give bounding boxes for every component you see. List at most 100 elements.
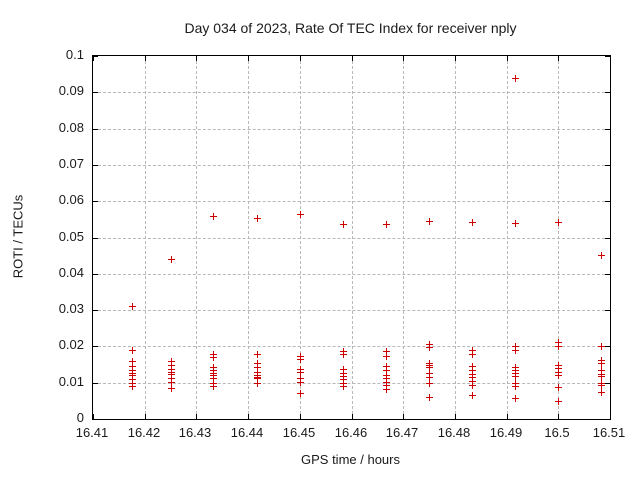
y-gridline [93, 238, 610, 239]
y-tick [93, 383, 98, 384]
y-tick-label: 0.08 [58, 120, 84, 135]
y-tick [605, 274, 610, 275]
y-tick [605, 238, 610, 239]
data-point-marker [254, 215, 261, 222]
y-tick [93, 310, 98, 311]
data-point-marker [129, 363, 136, 370]
x-tick [248, 414, 249, 419]
y-tick-label: 0.07 [58, 156, 84, 171]
y-tick [93, 346, 98, 347]
data-point-marker [383, 221, 390, 228]
data-point-marker [469, 378, 476, 385]
y-gridline [93, 92, 610, 93]
y-gridline [93, 201, 610, 202]
x-tick-label: 16.44 [230, 425, 264, 440]
x-tick [610, 414, 611, 419]
data-point-marker [555, 398, 562, 405]
x-gridline [403, 56, 404, 419]
x-tick-label: 16.42 [127, 425, 161, 440]
data-point-marker [426, 218, 433, 225]
data-point-marker [210, 354, 217, 361]
data-point-marker [297, 390, 304, 397]
data-point-marker [426, 374, 433, 381]
data-point-marker [598, 360, 605, 367]
x-tick-label: 16.5 [544, 425, 570, 440]
x-tick-label: 16.48 [437, 425, 471, 440]
x-tick [403, 56, 404, 61]
data-point-marker [129, 358, 136, 365]
data-point-marker [297, 211, 304, 218]
y-tick [93, 274, 98, 275]
x-tick [300, 414, 301, 419]
y-tick [605, 419, 610, 420]
data-point-marker [426, 364, 433, 371]
y-tick [93, 56, 98, 57]
x-gridline [455, 56, 456, 419]
data-point-marker [168, 371, 175, 378]
data-point-marker [426, 380, 433, 387]
x-gridline [352, 56, 353, 419]
data-point-marker [512, 383, 519, 390]
x-tick-label: 16.43 [178, 425, 212, 440]
x-gridline [196, 56, 197, 419]
plot-area [92, 55, 611, 420]
y-tick-label: 0.01 [58, 374, 84, 389]
data-point-marker [426, 394, 433, 401]
data-point-marker [469, 363, 476, 370]
data-point-marker [254, 380, 261, 387]
data-point-marker [555, 219, 562, 226]
y-tick [93, 165, 98, 166]
data-point-marker [340, 376, 347, 383]
data-point-marker [383, 363, 390, 370]
y-tick [605, 310, 610, 311]
y-gridline [93, 310, 610, 311]
x-tick [145, 414, 146, 419]
data-point-marker [512, 75, 519, 82]
data-point-marker [383, 386, 390, 393]
data-point-marker [512, 347, 519, 354]
y-tick [605, 383, 610, 384]
data-point-marker [168, 358, 175, 365]
x-tick [352, 414, 353, 419]
data-point-marker [469, 392, 476, 399]
data-point-marker [254, 364, 261, 371]
data-point-marker [340, 351, 347, 358]
data-point-marker [297, 379, 304, 386]
x-axis-label: GPS time / hours [301, 452, 400, 467]
y-gridline [93, 129, 610, 130]
data-point-marker [598, 373, 605, 380]
y-tick [605, 165, 610, 166]
data-point-marker [340, 366, 347, 373]
y-gridline [93, 383, 610, 384]
data-point-marker [254, 360, 261, 367]
y-gridline [93, 274, 610, 275]
y-tick-label: 0.1 [65, 47, 84, 62]
x-tick [300, 56, 301, 61]
data-point-marker [512, 373, 519, 380]
data-point-marker [598, 343, 605, 350]
y-tick-label: 0.05 [58, 229, 84, 244]
data-point-marker [210, 383, 217, 390]
x-tick-label: 16.51 [592, 425, 626, 440]
data-point-marker [383, 375, 390, 382]
y-tick-label: 0.09 [58, 83, 84, 98]
x-tick-label: 16.45 [282, 425, 316, 440]
y-tick [93, 92, 98, 93]
x-tick [610, 56, 611, 61]
data-point-marker [168, 385, 175, 392]
data-point-marker [555, 343, 562, 350]
y-tick [605, 92, 610, 93]
y-tick [93, 238, 98, 239]
data-point-marker [168, 379, 175, 386]
data-point-marker [210, 375, 217, 382]
data-point-marker [555, 372, 562, 379]
data-point-marker [512, 343, 519, 350]
y-tick-label: 0.06 [58, 192, 84, 207]
data-point-marker [168, 362, 175, 369]
chart-title: Day 034 of 2023, Rate Of TEC Index for r… [184, 20, 517, 36]
y-tick-label: 0.02 [58, 337, 84, 352]
data-point-marker [555, 384, 562, 391]
data-point-marker [383, 348, 390, 355]
x-tick [455, 414, 456, 419]
